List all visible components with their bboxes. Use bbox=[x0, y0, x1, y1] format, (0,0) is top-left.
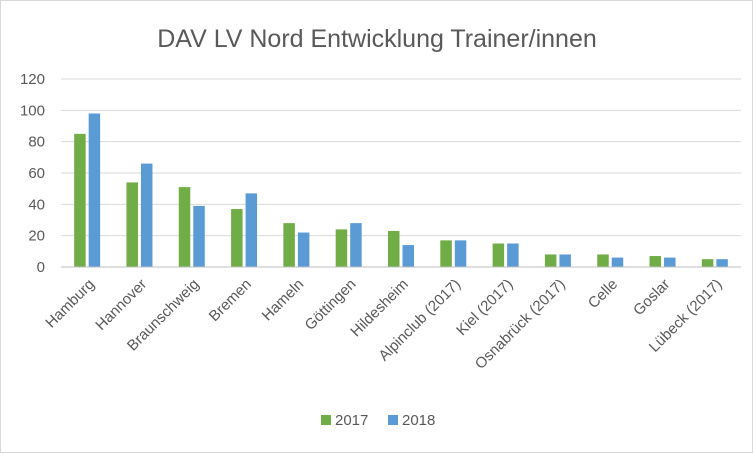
legend-label: 2018 bbox=[402, 412, 435, 429]
legend-swatch-2017 bbox=[321, 415, 331, 425]
bar-2018 bbox=[245, 193, 258, 267]
bar-2017 bbox=[544, 254, 557, 267]
bar-2018 bbox=[140, 163, 153, 267]
bar-2017 bbox=[231, 209, 243, 267]
bar-2017 bbox=[335, 229, 348, 267]
bar-2018 bbox=[454, 240, 467, 267]
x-tick-label: Celle bbox=[585, 276, 621, 312]
bar-2018 bbox=[88, 113, 101, 267]
bar-2018 bbox=[402, 245, 414, 267]
bar-2017 bbox=[597, 254, 609, 267]
gridlines bbox=[61, 78, 741, 237]
bar-2017 bbox=[492, 243, 505, 267]
bar-2018 bbox=[297, 232, 310, 267]
x-tick-label: Hameln bbox=[259, 276, 308, 325]
chart-title: DAV LV Nord Entwicklung Trainer/innen bbox=[157, 25, 597, 53]
bar-2017 bbox=[701, 259, 714, 267]
bar-2018 bbox=[716, 259, 728, 267]
bar-2017 bbox=[283, 223, 295, 267]
bar-2018 bbox=[611, 257, 624, 267]
bar-2018 bbox=[350, 223, 362, 267]
bar-2018 bbox=[664, 257, 676, 267]
bar-2017 bbox=[126, 182, 138, 267]
bar-2017 bbox=[74, 133, 86, 267]
bar-2017 bbox=[440, 240, 452, 267]
x-tick-label: Hamburg bbox=[42, 276, 98, 332]
y-tick-label: 120 bbox=[20, 71, 45, 88]
y-tick-label: 100 bbox=[20, 102, 45, 119]
legend: 2017 2018 bbox=[321, 412, 435, 429]
bar-2018 bbox=[193, 205, 205, 267]
y-tick-label: 20 bbox=[28, 228, 45, 245]
bar-2018 bbox=[507, 243, 519, 267]
y-tick-label: 60 bbox=[28, 165, 45, 182]
y-tick-label: 80 bbox=[28, 134, 45, 151]
y-tick-label: 0 bbox=[37, 259, 45, 276]
x-tick-label: Bremen bbox=[206, 276, 255, 325]
y-axis-ticks: 0 20 40 60 80 100 120 bbox=[20, 71, 45, 276]
x-tick-label: Osnabrück (2017) bbox=[472, 276, 569, 373]
bar-2018 bbox=[559, 254, 571, 267]
legend-swatch-2018 bbox=[388, 415, 398, 425]
bar-2017 bbox=[388, 230, 400, 267]
bar-2017 bbox=[649, 256, 662, 267]
x-tick-label: Goslar bbox=[630, 276, 673, 319]
y-tick-label: 40 bbox=[28, 196, 45, 213]
legend-label: 2017 bbox=[335, 412, 368, 429]
bars bbox=[74, 113, 728, 267]
bar-2017 bbox=[178, 187, 191, 267]
